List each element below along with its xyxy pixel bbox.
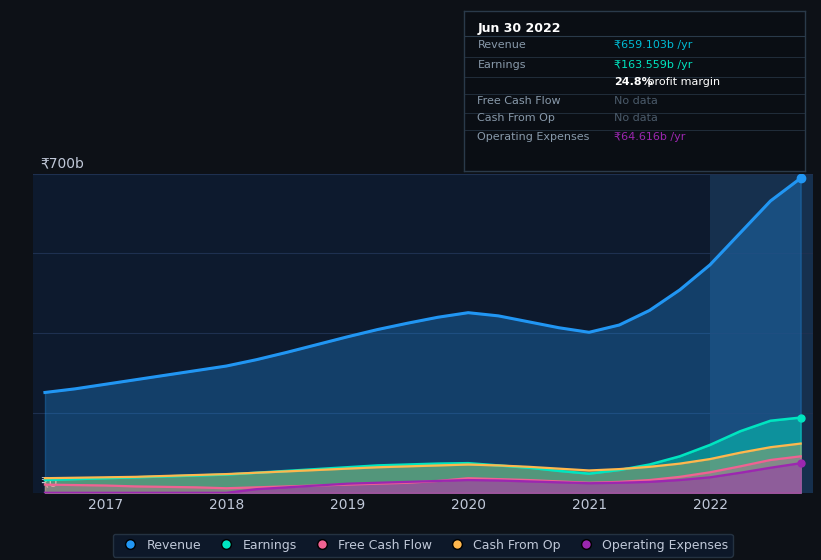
Text: Operating Expenses: Operating Expenses xyxy=(478,132,589,142)
Text: No data: No data xyxy=(614,113,658,123)
Text: Revenue: Revenue xyxy=(478,40,526,50)
Bar xyxy=(710,174,813,493)
Text: ₹659.103b /yr: ₹659.103b /yr xyxy=(614,40,692,50)
Text: ₹700b: ₹700b xyxy=(41,156,85,170)
Text: Cash From Op: Cash From Op xyxy=(478,113,555,123)
Legend: Revenue, Earnings, Free Cash Flow, Cash From Op, Operating Expenses: Revenue, Earnings, Free Cash Flow, Cash … xyxy=(112,534,733,557)
Text: ₹163.559b /yr: ₹163.559b /yr xyxy=(614,60,692,70)
Text: ₹0: ₹0 xyxy=(41,475,58,489)
Text: Free Cash Flow: Free Cash Flow xyxy=(478,96,561,106)
Text: Jun 30 2022: Jun 30 2022 xyxy=(478,22,561,35)
Text: Earnings: Earnings xyxy=(478,60,526,70)
Text: No data: No data xyxy=(614,96,658,106)
Text: profit margin: profit margin xyxy=(644,77,721,87)
Text: ₹64.616b /yr: ₹64.616b /yr xyxy=(614,132,686,142)
Text: 24.8%: 24.8% xyxy=(614,77,653,87)
